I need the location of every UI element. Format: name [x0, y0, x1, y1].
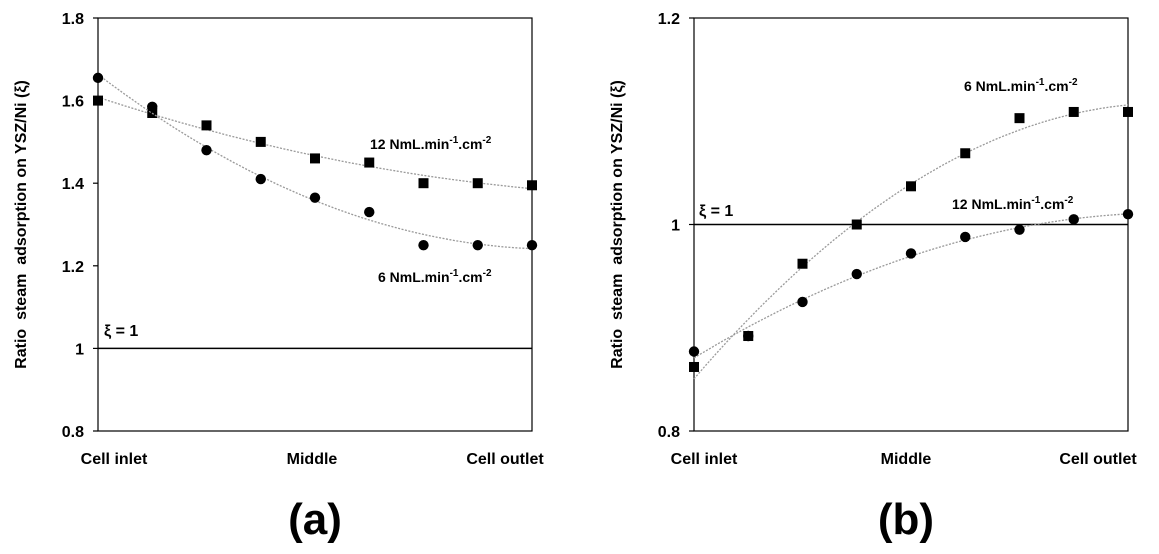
- data-point-circle: [92, 72, 104, 84]
- data-point-square: [1123, 106, 1133, 117]
- data-point-square: [472, 178, 483, 189]
- series-label-superscript: -2: [483, 268, 492, 279]
- data-point-square: [689, 361, 699, 372]
- x-category-label: Cell outlet: [466, 451, 544, 468]
- series-label-text: 12 NmL.min: [370, 136, 449, 152]
- panel-b: 0.8 1 1.2 Cell inlet Middle Cell outlet Ratio …: [609, 11, 1137, 544]
- data-point-circle: [797, 296, 808, 308]
- reference-line-label: ξ = 1: [104, 323, 138, 340]
- data-point-circle: [526, 239, 538, 251]
- data-point-square: [906, 181, 916, 192]
- series-label-superscript: -2: [1069, 77, 1078, 88]
- data-point-square: [93, 95, 103, 106]
- trendline-series-1: [693, 104, 1129, 380]
- series-label-superscript: -1: [1031, 195, 1040, 206]
- x-category-label: Cell inlet: [671, 451, 738, 468]
- data-point-circle: [851, 268, 862, 280]
- panel-label: (b): [878, 495, 934, 544]
- plot-frame: [97, 17, 533, 432]
- data-point-circle: [418, 239, 429, 251]
- data-point-circle: [905, 248, 917, 259]
- data-point-square: [851, 219, 862, 230]
- x-category-label: Cell inlet: [81, 451, 148, 468]
- y-tick-label: 1.2: [658, 11, 680, 28]
- series-label-superscript: -1: [450, 268, 459, 279]
- y-axis-title: Ratio steam adsorption on YSZ/Ni (ξ): [13, 80, 30, 369]
- data-point-circle: [255, 173, 266, 185]
- data-point-square: [527, 180, 537, 191]
- data-point-circle: [743, 330, 754, 342]
- data-point-square: [960, 148, 971, 159]
- series-label-superscript: -1: [1036, 77, 1045, 88]
- panel-a: 0.8 1 1.2 1.4 1.6 1.8 Cell inlet Middle Cell out…: [13, 11, 544, 544]
- data-point-square: [1068, 106, 1079, 117]
- series-label: 12 NmL.min-1.cm-2: [952, 195, 1074, 212]
- x-category-label: Middle: [287, 451, 338, 468]
- data-point-circle: [960, 231, 971, 243]
- data-point-circle: [364, 206, 375, 218]
- data-point-circle: [309, 192, 321, 203]
- series-label: 12 NmL.min-1.cm-2: [370, 135, 492, 152]
- series-label-text: 12 NmL.min: [952, 196, 1031, 212]
- y-tick-label: 1.2: [62, 259, 84, 276]
- series-label-superscript: -1: [449, 135, 458, 146]
- series-label-superscript: -2: [1064, 195, 1073, 206]
- series-label: 6 NmL.min-1.cm-2: [378, 268, 492, 285]
- x-category-label: Cell outlet: [1059, 451, 1137, 468]
- data-point-circle: [147, 101, 158, 112]
- data-point-circle: [201, 144, 212, 156]
- trendline-series-2: [97, 73, 533, 250]
- series-label: 6 NmL.min-1.cm-2: [964, 77, 1078, 94]
- y-axis-title: Ratio steam adsorption on YSZ/Ni (ξ): [609, 80, 626, 369]
- y-tick-label: 1.6: [62, 94, 84, 111]
- reference-line-label: ξ = 1: [699, 203, 733, 220]
- data-point-square: [418, 178, 429, 189]
- data-point-square: [310, 153, 320, 164]
- data-point-circle: [1068, 214, 1079, 225]
- y-tick-label: 1.4: [62, 176, 84, 193]
- series-label-text: .cm: [458, 136, 482, 152]
- series-label-superscript: -2: [482, 135, 491, 146]
- data-point-circle: [688, 346, 700, 357]
- data-point-circle: [472, 239, 483, 251]
- x-category-label: Middle: [881, 451, 932, 468]
- series-label-text: .cm: [458, 269, 482, 285]
- data-point-circle: [1122, 208, 1134, 220]
- data-point-square: [201, 120, 212, 131]
- series-label-text: 6 NmL.min: [964, 78, 1036, 94]
- series-label-text: 6 NmL.min: [378, 269, 450, 285]
- y-tick-label: 0.8: [658, 424, 680, 441]
- panel-label: (a): [288, 495, 342, 544]
- y-tick-label: 1.8: [62, 11, 84, 28]
- data-point-square: [255, 136, 266, 147]
- y-tick-label: 1: [75, 341, 84, 358]
- data-point-square: [364, 157, 375, 168]
- data-point-circle: [1014, 224, 1025, 235]
- data-point-square: [1014, 113, 1025, 124]
- y-tick-label: 1: [671, 218, 680, 235]
- y-tick-label: 0.8: [62, 424, 84, 441]
- series-label-text: .cm: [1044, 78, 1068, 94]
- series-label-text: .cm: [1040, 196, 1064, 212]
- data-point-square: [797, 258, 808, 269]
- trendline-series-2: [693, 213, 1129, 359]
